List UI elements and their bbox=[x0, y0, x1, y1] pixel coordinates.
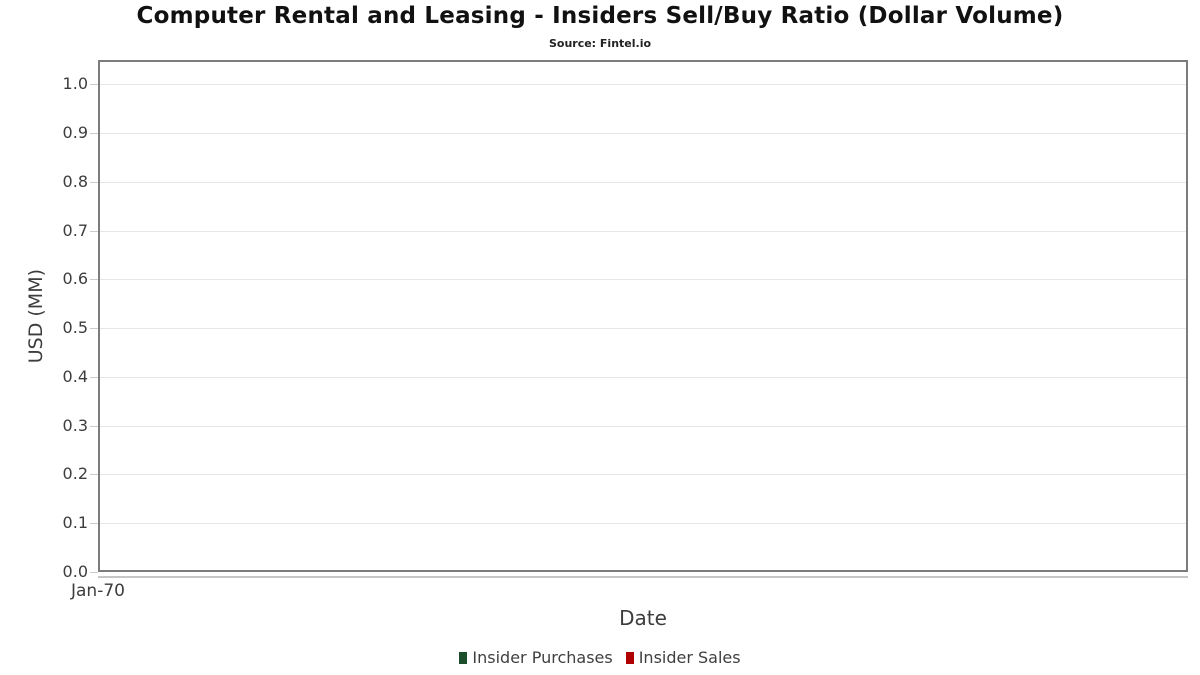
legend-marker-icon bbox=[459, 651, 468, 664]
chart-subtitle: Source: Fintel.io bbox=[548, 37, 652, 50]
y-tick-label: 0.3 bbox=[62, 415, 88, 435]
y-tick-label: 0.1 bbox=[62, 513, 88, 533]
gridline bbox=[100, 523, 1186, 525]
y-tick-label: 0.6 bbox=[62, 269, 88, 289]
y-tick-mark bbox=[90, 230, 98, 232]
gridline bbox=[100, 230, 1186, 232]
y-tick-label: 0.4 bbox=[62, 366, 88, 386]
legend-item-insider-purchases: Insider Purchases bbox=[459, 648, 613, 667]
y-tick-mark bbox=[90, 474, 98, 476]
chart-title: Computer Rental and Leasing - Insiders S… bbox=[136, 3, 1064, 29]
legend-item-insider-sales: Insider Sales bbox=[625, 648, 741, 667]
gridline bbox=[100, 328, 1186, 330]
y-tick-mark bbox=[90, 279, 98, 281]
gridline bbox=[100, 376, 1186, 378]
legend-marker-icon bbox=[625, 651, 634, 664]
gridline bbox=[100, 279, 1186, 281]
y-tick-mark bbox=[90, 181, 98, 183]
gridline bbox=[100, 474, 1186, 476]
y-tick-mark bbox=[90, 84, 98, 86]
y-tick-label: 0.7 bbox=[62, 220, 88, 240]
y-tick-label: 1.0 bbox=[62, 74, 88, 94]
y-tick-label: 0.8 bbox=[62, 171, 88, 191]
y-tick-mark bbox=[90, 425, 98, 427]
legend-label: Insider Sales bbox=[638, 648, 741, 667]
x-axis-label: Date bbox=[619, 606, 667, 630]
gridline bbox=[100, 181, 1186, 183]
y-tick-label: 0.0 bbox=[62, 562, 88, 581]
plot-area bbox=[98, 60, 1188, 572]
legend-label: Insider Purchases bbox=[472, 648, 613, 667]
y-tick-mark bbox=[90, 133, 98, 135]
y-tick-mark bbox=[90, 572, 98, 573]
y-tick-label: 0.9 bbox=[62, 123, 88, 143]
y-tick-mark bbox=[90, 523, 98, 525]
y-tick-mark bbox=[90, 328, 98, 330]
y-tick-label: 0.5 bbox=[62, 318, 88, 338]
gridline bbox=[100, 84, 1186, 86]
x-axis-line bbox=[98, 576, 1188, 578]
gridline bbox=[100, 133, 1186, 135]
y-tick-label: 0.2 bbox=[62, 464, 88, 484]
x-tick-label: Jan-70 bbox=[71, 581, 125, 601]
gridline bbox=[100, 425, 1186, 427]
y-tick-mark bbox=[90, 376, 98, 378]
chart-legend: Insider Purchases Insider Sales bbox=[0, 648, 1200, 667]
